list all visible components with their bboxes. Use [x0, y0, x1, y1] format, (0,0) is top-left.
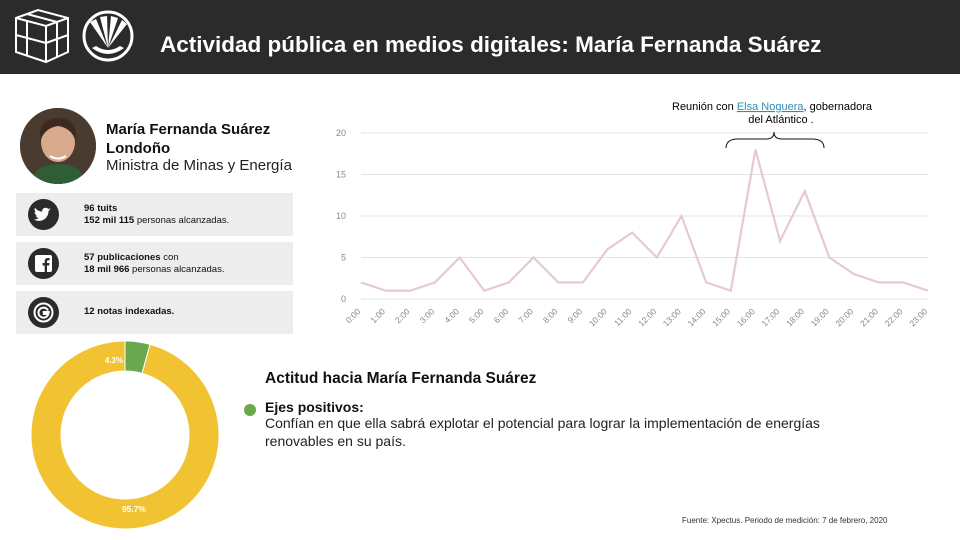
- fan-logo-icon: [82, 10, 134, 62]
- x-tick-label: 0:00: [344, 306, 363, 325]
- header-bar: Actividad pública en medios digitales: M…: [0, 0, 960, 74]
- y-tick-label: 0: [341, 294, 346, 304]
- cube-logo-icon: [15, 8, 69, 64]
- annotation-brace: [725, 131, 825, 149]
- neutral-share-label: 95.7%: [122, 504, 147, 514]
- tweet-reach: 152 mil 115: [84, 215, 135, 226]
- twitter-icon: [28, 199, 59, 230]
- x-tick-label: 22:00: [883, 306, 905, 328]
- positive-legend-dot: [244, 404, 256, 416]
- x-tick-label: 3:00: [418, 306, 437, 325]
- chart-annotation: Reunión con Elsa Noguera, gobernadora: [672, 101, 873, 113]
- twitter-stat-card: 96 tuits 152 mil 115 personas alcanzadas…: [16, 193, 293, 236]
- y-tick-label: 20: [336, 128, 346, 138]
- x-tick-label: 21:00: [858, 306, 880, 328]
- x-tick-label: 7:00: [516, 306, 535, 325]
- positive-axes-text: Confían en que ella sabrá explotar el po…: [265, 415, 820, 449]
- x-tick-label: 14:00: [685, 306, 707, 328]
- facebook-post-count: 57 publicaciones: [84, 252, 161, 263]
- positive-axes-label: Ejes positivos:: [265, 399, 364, 415]
- facebook-reach-label: personas alcanzadas.: [129, 264, 225, 275]
- indexed-notes-count: 12 notas indexadas.: [84, 306, 175, 317]
- x-tick-label: 2:00: [393, 306, 412, 325]
- hourly-activity-series-line: [360, 149, 929, 293]
- neutral-slice: [30, 340, 220, 530]
- annotation-suffix: , gobernadora: [803, 101, 872, 113]
- x-tick-label: 5:00: [467, 306, 486, 325]
- source-note: Fuente: Xpectus. Periodo de medición: 7 …: [682, 516, 888, 525]
- x-tick-label: 17:00: [759, 306, 781, 328]
- x-tick-label: 15:00: [710, 306, 732, 328]
- facebook-icon: [28, 248, 59, 279]
- person-name: María Fernanda Suárez Londoño: [106, 121, 271, 157]
- y-tick-label: 15: [336, 170, 346, 180]
- x-tick-label: 18:00: [784, 306, 806, 328]
- x-tick-label: 8:00: [541, 306, 560, 325]
- page-title: Actividad pública en medios digitales: M…: [160, 32, 822, 57]
- annotation-prefix: Reunión con: [672, 101, 737, 113]
- x-tick-label: 11:00: [612, 306, 634, 328]
- y-tick-label: 5: [341, 253, 346, 263]
- attitude-title: Actitud hacia María Fernanda Suárez: [265, 370, 537, 387]
- y-tick-label: 10: [336, 211, 346, 221]
- positive-share-label: 4.3%: [105, 356, 123, 365]
- google-stat-card: 12 notas indexadas.: [16, 291, 293, 334]
- tweet-count: 96 tuits: [84, 203, 118, 214]
- x-tick-label: 9:00: [566, 306, 585, 325]
- x-tick-label: 23:00: [907, 306, 929, 328]
- x-tick-label: 10:00: [587, 306, 609, 328]
- x-tick-label: 19:00: [809, 306, 831, 328]
- x-tick-label: 13:00: [661, 306, 683, 328]
- facebook-stat-card: 57 publicaciones con 18 mil 966 personas…: [16, 242, 293, 285]
- x-tick-label: 20:00: [833, 306, 855, 328]
- annotation-link[interactable]: Elsa Noguera: [737, 101, 805, 113]
- facebook-reach: 18 mil 966: [84, 264, 130, 275]
- avatar: [20, 108, 96, 184]
- annotation-line2: del Atlántico .: [748, 114, 813, 126]
- x-tick-label: 4:00: [442, 306, 461, 325]
- person-role: Ministra de Minas y Energía: [106, 157, 292, 174]
- x-tick-label: 1:00: [368, 306, 387, 325]
- hourly-activity-line-chart: 0 5 10 15 20 0:00 1:00 2:00 3:00 4:00 5:00 6:00 7:0…: [336, 101, 930, 328]
- attitude-donut-chart: 4.3% 95.7%: [30, 340, 220, 530]
- facebook-post-label: con: [160, 252, 179, 263]
- x-tick-label: 12:00: [636, 306, 658, 328]
- tweet-reach-label: personas alcanzadas.: [134, 215, 230, 226]
- x-tick-label: 6:00: [492, 306, 511, 325]
- x-tick-label: 16:00: [735, 306, 757, 328]
- google-icon: [28, 297, 59, 328]
